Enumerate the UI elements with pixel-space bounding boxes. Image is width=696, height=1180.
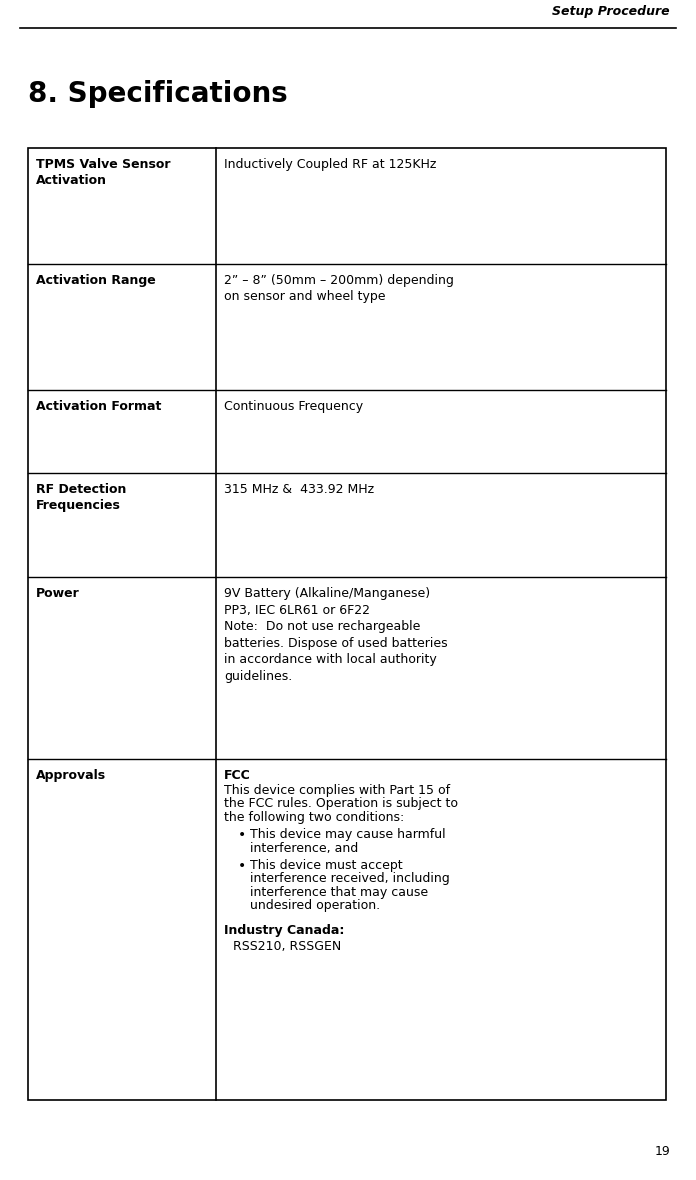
Text: Inductively Coupled RF at 125KHz: Inductively Coupled RF at 125KHz	[224, 158, 436, 171]
Text: This device may cause harmful: This device may cause harmful	[250, 828, 446, 841]
Text: This device must accept: This device must accept	[250, 859, 403, 872]
Text: FCC: FCC	[224, 769, 251, 782]
Text: undesired operation.: undesired operation.	[250, 899, 380, 912]
Text: Setup Procedure: Setup Procedure	[553, 5, 670, 18]
Text: 9V Battery (Alkaline/Manganese)
PP3, IEC 6LR61 or 6F22
Note:  Do not use recharg: 9V Battery (Alkaline/Manganese) PP3, IEC…	[224, 588, 448, 683]
Text: Industry Canada:: Industry Canada:	[224, 924, 345, 937]
Text: Power: Power	[36, 588, 80, 601]
Text: 8. Specifications: 8. Specifications	[28, 80, 287, 109]
Text: TPMS Valve Sensor
Activation: TPMS Valve Sensor Activation	[36, 158, 171, 188]
Text: the FCC rules. Operation is subject to: the FCC rules. Operation is subject to	[224, 798, 458, 811]
Text: This device complies with Part 15 of: This device complies with Part 15 of	[224, 784, 450, 797]
Text: interference that may cause: interference that may cause	[250, 886, 428, 899]
Text: RSS210, RSSGEN: RSS210, RSSGEN	[229, 939, 342, 952]
Text: 2” – 8” (50mm – 200mm) depending
on sensor and wheel type: 2” – 8” (50mm – 200mm) depending on sens…	[224, 274, 454, 303]
Text: 19: 19	[654, 1145, 670, 1158]
Bar	[28, 148, 666, 1100]
Text: Approvals: Approvals	[36, 769, 106, 782]
Text: •: •	[238, 859, 246, 872]
Text: RF Detection
Frequencies: RF Detection Frequencies	[36, 483, 127, 512]
Text: the following two conditions:: the following two conditions:	[224, 811, 404, 824]
Text: interference received, including: interference received, including	[250, 872, 450, 885]
Text: Activation Range: Activation Range	[36, 274, 156, 287]
Text: •: •	[238, 828, 246, 843]
Text: Continuous Frequency: Continuous Frequency	[224, 400, 363, 413]
Text: interference, and: interference, and	[250, 841, 358, 854]
Text: 315 MHz &  433.92 MHz: 315 MHz & 433.92 MHz	[224, 483, 374, 496]
Text: Activation Format: Activation Format	[36, 400, 161, 413]
